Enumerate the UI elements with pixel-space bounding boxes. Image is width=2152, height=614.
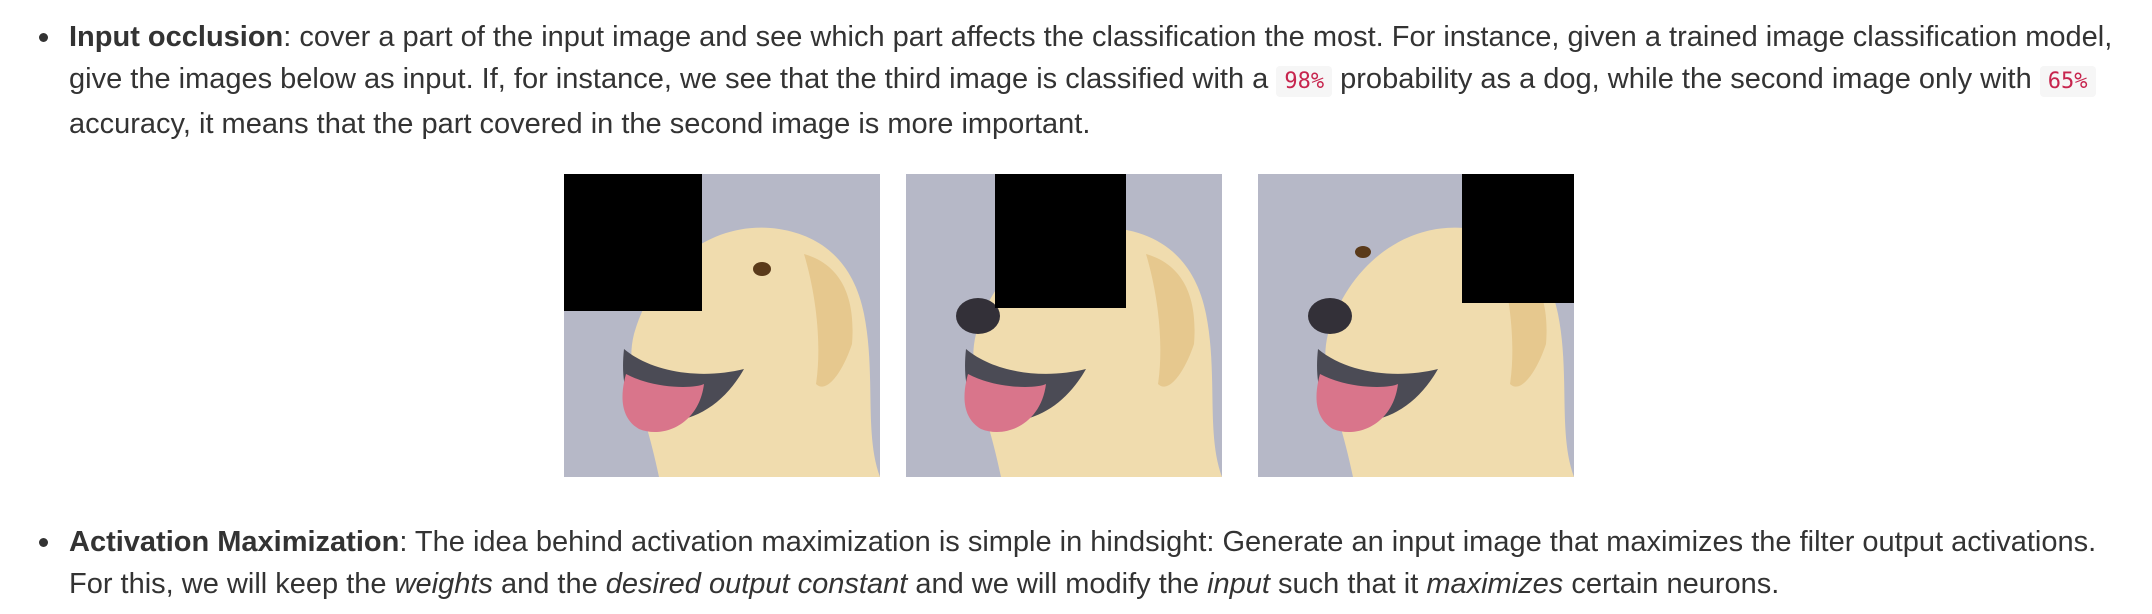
list-item-input-occlusion: Input occlusion: cover a part of the inp…	[39, 16, 2129, 145]
emphasis-input: input	[1207, 568, 1270, 600]
term-input-occlusion: Input occlusion	[69, 21, 284, 53]
occlusion-text-1: : cover a part of the input image and se…	[69, 21, 2113, 95]
emphasis-maximizes: maximizes	[1426, 568, 1564, 600]
activation-text-5: certain neurons.	[1563, 568, 1780, 600]
probability-code-98: 98%	[1276, 66, 1333, 97]
bullet-dot	[39, 538, 48, 547]
activation-text-3: and we will modify the	[907, 568, 1208, 600]
occlusion-text-3: accuracy, it means that the part covered…	[69, 108, 1091, 140]
list-item-activation-maximization: Activation Maximization: The idea behind…	[39, 521, 2129, 605]
activation-text-2: and the	[492, 568, 606, 600]
dog-image-occluded-forehead	[906, 174, 1222, 477]
activation-text-4: such that it	[1269, 568, 1427, 600]
emphasis-desired-output: desired output constant	[605, 568, 908, 600]
dog-image-occluded-ear	[1258, 174, 1574, 477]
activation-text-1: : The idea behind activation maximizatio…	[69, 526, 2097, 600]
occlusion-text-2: probability as a dog, while the second i…	[1332, 63, 2040, 95]
dog-image-occluded-eye	[564, 174, 880, 477]
term-activation-maximization: Activation Maximization	[69, 526, 400, 558]
bullet-dot	[39, 33, 48, 42]
emphasis-weights: weights	[394, 568, 493, 600]
probability-code-65: 65%	[2039, 66, 2096, 97]
